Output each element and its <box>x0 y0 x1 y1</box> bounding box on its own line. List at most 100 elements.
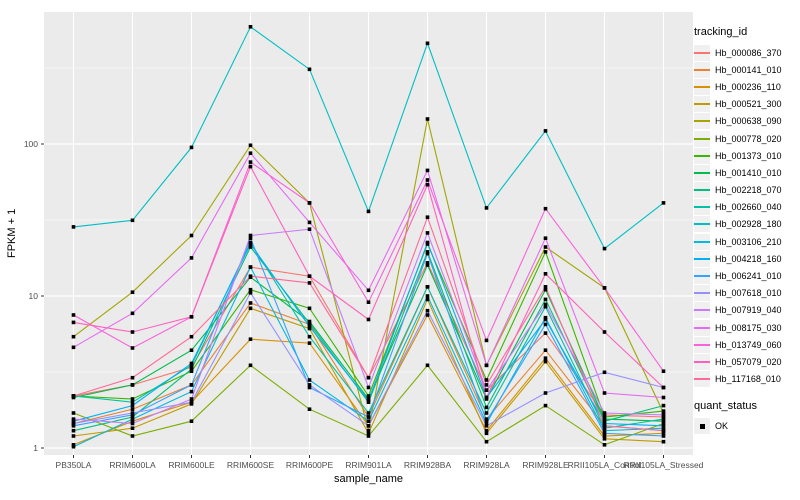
data-point <box>248 337 253 341</box>
data-point <box>602 246 607 251</box>
data-point <box>425 117 430 121</box>
legend-label: Hb_004218_160 <box>715 253 782 264</box>
legend-key <box>694 130 710 147</box>
y-tick-label: 100 <box>24 139 38 149</box>
legend-entry-Hb_002660_040: Hb_002660_040 <box>694 199 800 216</box>
data-point <box>248 306 253 311</box>
data-point <box>543 403 548 408</box>
legend-key <box>694 302 710 319</box>
data-point <box>543 129 548 133</box>
data-point <box>366 375 371 380</box>
data-point <box>189 367 194 371</box>
legend-key <box>694 268 710 285</box>
legend-color-line <box>694 360 710 363</box>
data-point <box>602 431 607 436</box>
data-point <box>366 424 371 428</box>
data-point <box>366 398 371 403</box>
data-point <box>248 291 253 295</box>
data-point <box>130 383 135 387</box>
legend-key <box>694 182 710 199</box>
data-point <box>189 369 194 373</box>
y-tick-label: 10 <box>29 291 39 301</box>
legend-label: Hb_008175_030 <box>715 322 782 333</box>
data-point <box>130 346 135 350</box>
x-tick-label: RRIM928LA <box>463 460 510 470</box>
data-point <box>248 236 253 240</box>
data-point <box>484 378 489 382</box>
legend-label: Hb_007618_010 <box>715 288 782 299</box>
legend-key <box>694 113 710 130</box>
data-point <box>307 324 312 329</box>
legend-label: Hb_000141_010 <box>715 64 782 75</box>
legend-label: Hb_007919_040 <box>715 305 782 316</box>
data-point <box>307 274 312 278</box>
x-tick-label: RRIM600LE <box>168 460 215 470</box>
data-point <box>130 375 135 380</box>
legend-entry-Hb_007618_010: Hb_007618_010 <box>694 285 800 302</box>
data-point <box>484 431 489 436</box>
data-point <box>602 421 607 426</box>
data-point <box>661 419 666 423</box>
x-tick-label: RRIM928LE <box>522 460 569 470</box>
data-point <box>71 444 76 449</box>
data-point <box>71 417 76 421</box>
data-point <box>189 389 194 394</box>
data-point <box>661 428 666 433</box>
data-point <box>366 288 371 293</box>
data-point <box>484 383 489 387</box>
data-point <box>307 385 312 390</box>
data-point <box>661 424 666 428</box>
data-point <box>71 411 76 415</box>
x-tick-label: RRIM928BA <box>404 460 452 470</box>
legend-entry-Hb_000521_300: Hb_000521_300 <box>694 96 800 113</box>
data-point <box>366 209 371 214</box>
data-point <box>602 415 607 419</box>
data-point <box>425 240 430 245</box>
data-point <box>602 286 607 290</box>
data-point <box>484 411 489 415</box>
legend-entry-Hb_057079_020: Hb_057079_020 <box>694 353 800 370</box>
data-point <box>130 413 135 417</box>
data-point <box>189 145 194 150</box>
data-point <box>307 326 312 331</box>
legend-key <box>694 418 710 435</box>
data-point <box>307 281 312 285</box>
data-point <box>130 417 135 421</box>
data-point <box>307 378 312 382</box>
data-point <box>71 345 76 350</box>
legend-color-line <box>694 326 710 329</box>
data-point <box>602 419 607 423</box>
legend-color-line <box>694 171 710 174</box>
legend-title-quant-status: quant_status <box>694 399 757 412</box>
legend-entry-Hb_003106_210: Hb_003106_210 <box>694 233 800 250</box>
data-point <box>602 443 607 447</box>
data-point <box>130 330 135 334</box>
legend-key <box>694 285 710 302</box>
data-point <box>543 348 548 352</box>
legend-label: Hb_000521_300 <box>715 99 782 110</box>
data-point <box>484 405 489 410</box>
legend-key <box>694 216 710 233</box>
data-point <box>484 424 489 428</box>
data-point <box>130 397 135 401</box>
legend-color-line <box>694 275 710 278</box>
data-point <box>307 227 312 231</box>
legend-label: Hb_000086_370 <box>715 47 782 58</box>
legend-label: Hb_001373_010 <box>715 150 782 161</box>
x-tick-label: RRII105LA_Control <box>568 460 642 470</box>
data-point <box>661 201 666 205</box>
data-point <box>130 290 135 294</box>
data-point <box>248 25 253 29</box>
data-point <box>661 431 666 436</box>
data-point <box>661 385 666 390</box>
data-point <box>543 250 548 254</box>
data-point <box>366 415 371 419</box>
legend-color-line <box>694 240 710 243</box>
data-point <box>661 413 666 417</box>
legend-key <box>694 233 710 250</box>
data-point <box>602 330 607 334</box>
data-point <box>484 338 489 343</box>
data-point <box>425 251 430 256</box>
data-point <box>189 383 194 387</box>
data-point <box>248 274 253 278</box>
